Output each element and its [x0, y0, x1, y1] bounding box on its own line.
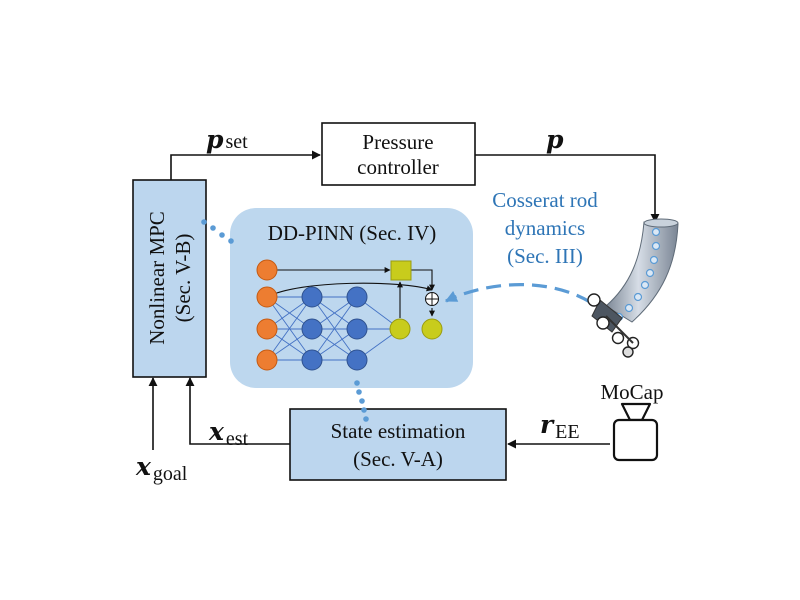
- nn-hidden-node: [346, 349, 368, 371]
- nn-hidden-node: [301, 349, 323, 371]
- cosserat-line2: dynamics: [505, 216, 585, 240]
- nn-input-node: [256, 286, 278, 308]
- state-label-line1: State estimation: [331, 419, 466, 443]
- r-ee-label: r EE: [540, 410, 580, 443]
- nn-hidden-node: [301, 318, 323, 340]
- nn-hidden-node: [346, 286, 368, 308]
- state-label-line2: (Sec. V-A): [353, 447, 443, 471]
- cosserat-to-pinn-arrow: [444, 283, 591, 304]
- cosserat-line1: Cosserat rod: [492, 188, 598, 212]
- dotted-links: [201, 219, 369, 422]
- pressure-label-line1: Pressure: [362, 130, 433, 154]
- dd-pinn-block: DD-PINN (Sec. IV): [230, 208, 473, 388]
- nn-output-node: [389, 318, 411, 340]
- nn-input-node: [256, 349, 278, 371]
- cosserat-label: Cosserat rod dynamics (Sec. III): [492, 188, 598, 268]
- mpc-label-line2: (Sec. V-B): [171, 234, 195, 323]
- nn-skip-paths: [266, 267, 435, 318]
- mpc-label-line1: Nonlinear MPC: [145, 211, 169, 345]
- camera-icon: [612, 402, 659, 462]
- state-estimation-block: State estimation (Sec. V-A): [289, 408, 507, 481]
- pressure-controller-block: Pressure controller: [321, 122, 476, 186]
- cosserat-line3: (Sec. III): [507, 244, 583, 268]
- x-est-label: x est: [208, 417, 249, 450]
- end-effector: [587, 293, 640, 358]
- nn-hidden-node: [346, 318, 368, 340]
- p-set-arrow: [170, 150, 321, 180]
- nn-hidden-node: [301, 286, 323, 308]
- x-goal-label: x goal: [135, 452, 188, 485]
- nn-physics-square-node: [390, 260, 412, 281]
- nn-input-node: [256, 259, 278, 281]
- p-set-label: p set: [206, 125, 248, 154]
- nonlinear-mpc-block: Nonlinear MPC (Sec. V-B): [132, 179, 207, 378]
- nn-input-node: [256, 318, 278, 340]
- signal-lines: [148, 150, 660, 450]
- x-est-arrow: [185, 377, 290, 445]
- pressure-label-line2: controller: [357, 155, 439, 179]
- nn-physics-output-node: [421, 318, 443, 340]
- mocap-label: MoCap: [601, 380, 664, 404]
- neural-network: [256, 259, 443, 371]
- p-label: p: [546, 125, 564, 154]
- dd-pinn-title: DD-PINN (Sec. IV): [268, 221, 437, 245]
- p-arrow: [475, 154, 660, 223]
- soft-robot-image: [587, 218, 679, 358]
